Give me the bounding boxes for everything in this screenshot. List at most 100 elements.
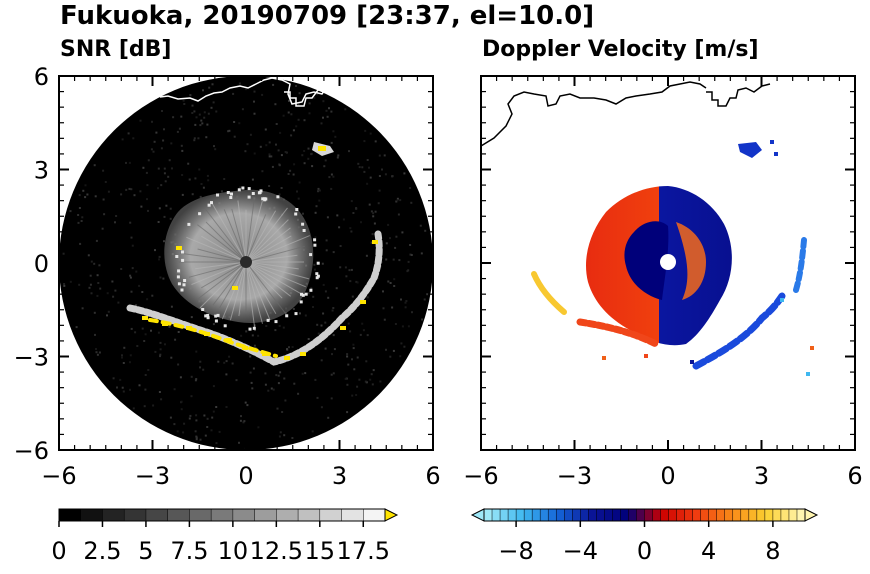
echo-rim-speck [214, 314, 218, 318]
noise-speck [314, 211, 317, 214]
noise-speck [159, 353, 162, 356]
noise-speck [151, 294, 154, 297]
noise-speck [268, 153, 271, 156]
noise-speck [154, 350, 157, 353]
noise-speck [370, 210, 373, 213]
noise-speck [198, 168, 201, 171]
noise-speck [191, 112, 194, 114]
noise-speck [217, 360, 220, 363]
noise-speck [292, 173, 295, 176]
noise-speck [99, 287, 102, 290]
noise-speck [158, 258, 160, 261]
noise-speck [191, 104, 194, 107]
noise-speck [396, 199, 399, 202]
noise-speck [81, 216, 84, 219]
echo-rim-speck [315, 272, 319, 276]
noise-speck [335, 287, 338, 290]
noise-speck [94, 195, 97, 198]
noise-speck [320, 122, 323, 125]
noise-speck [144, 333, 147, 336]
noise-speck [133, 194, 136, 197]
noise-speck [177, 363, 180, 366]
noise-speck [349, 280, 352, 283]
noise-speck [409, 253, 412, 256]
noise-speck [378, 154, 381, 157]
noise-speck [139, 119, 142, 122]
noise-speck [129, 361, 131, 364]
colorbar-bin [564, 508, 573, 522]
snr-panel-title: SNR [dB] [60, 37, 171, 62]
noise-speck [132, 407, 135, 410]
noise-speck [250, 381, 253, 384]
noise-speck [208, 86, 211, 89]
echo-rim-speck [226, 191, 230, 194]
noise-speck [160, 398, 163, 401]
noise-speck [201, 122, 204, 125]
noise-speck [194, 123, 197, 126]
velocity-colorbar: −8 −4 0 4 8 [470, 508, 819, 565]
velocity-approaching-core [624, 221, 669, 300]
noise-speck [389, 237, 391, 240]
noise-speck [324, 290, 327, 293]
noise-speck [195, 116, 198, 119]
echo-streak [199, 261, 247, 309]
snr-radar-site [240, 256, 252, 268]
noise-speck [275, 374, 278, 377]
noise-speck [227, 130, 230, 133]
echo-streak [186, 236, 247, 263]
noise-speck [161, 110, 163, 112]
noise-speck [288, 346, 290, 349]
colorbar-bin [531, 508, 541, 522]
noise-speck [410, 254, 413, 256]
noise-speck [89, 283, 92, 286]
noise-speck [314, 378, 317, 381]
noise-speck [332, 130, 335, 133]
noise-speck [328, 107, 330, 110]
noise-speck [264, 383, 267, 386]
noise-speck [410, 201, 413, 204]
colorbar-bin [319, 508, 343, 522]
noise-speck [347, 322, 350, 325]
noise-speck [368, 203, 371, 206]
noise-speck [419, 224, 422, 227]
noise-speck [292, 308, 295, 310]
colorbar-bin [596, 508, 606, 522]
noise-speck [265, 144, 268, 147]
colorbar-tick-label: 0 [51, 537, 66, 565]
noise-speck [225, 406, 228, 408]
noise-speck [138, 284, 141, 287]
echo-streak [245, 214, 267, 263]
noise-speck [183, 422, 186, 425]
noise-speck [158, 255, 161, 258]
noise-speck [128, 187, 131, 190]
strong-echo-spot [372, 240, 378, 244]
noise-speck [378, 175, 381, 177]
echo-streak [221, 261, 247, 320]
noise-speck [233, 135, 236, 138]
noise-speck [372, 215, 375, 218]
noise-speck [280, 154, 283, 157]
noise-speck [387, 223, 390, 226]
noise-speck [308, 102, 311, 105]
velocity-speck [780, 298, 784, 302]
echo-rim-speck [251, 192, 255, 195]
noise-speck [382, 307, 385, 310]
noise-speck [310, 152, 313, 155]
colorbar-tick-label: 2.5 [83, 537, 121, 565]
noise-speck [162, 139, 165, 142]
noise-speck [242, 421, 245, 424]
noise-speck [142, 166, 145, 169]
colorbar-bin [102, 508, 125, 522]
noise-speck [168, 325, 171, 328]
echo-rim-speck [261, 197, 265, 201]
noise-speck [206, 174, 209, 177]
noise-speck [220, 190, 223, 193]
colorbar-bin [644, 508, 654, 522]
noise-speck [301, 154, 304, 157]
noise-speck [195, 419, 198, 422]
noise-speck [238, 122, 241, 125]
echo-rim-speck [175, 255, 179, 258]
noise-speck [426, 293, 429, 296]
noise-speck [274, 329, 277, 332]
echo-streak [245, 261, 306, 288]
